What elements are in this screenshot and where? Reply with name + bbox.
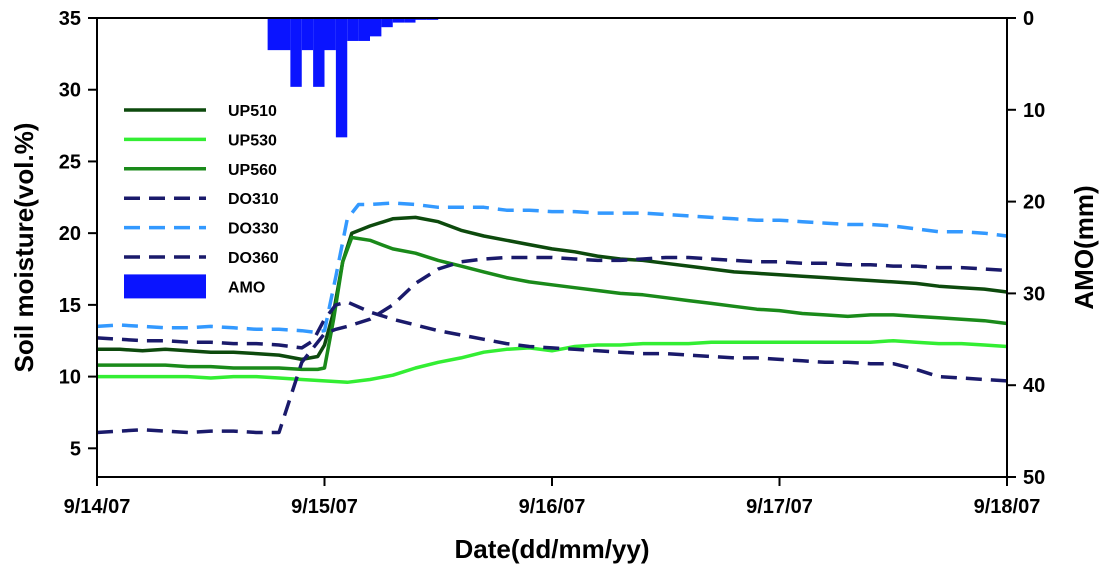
legend-label-up510: UP510	[228, 103, 277, 120]
legend-label-do360: DO360	[228, 250, 279, 267]
x-tick-label: 9/14/07	[64, 496, 131, 518]
series-line-do360	[96, 255, 1008, 435]
y2-tick-label: 0	[1023, 8, 1034, 30]
y2-tick-label: 30	[1023, 283, 1045, 305]
axes: 5 10 15 20 25 30 35 0 10 20 30 40 50 9/14/07 9/15/07 9/…	[59, 8, 1046, 518]
amo-bar	[290, 18, 302, 87]
amo-bar	[347, 18, 359, 41]
amo-bar	[358, 18, 370, 41]
y2-tick-label: 40	[1023, 375, 1045, 397]
legend-label-do310: DO310	[228, 191, 279, 208]
legend-swatch-amo	[124, 274, 206, 299]
y-tick-label: 5	[70, 438, 81, 460]
legend: UP510 UP530 UP560 DO310 DO330 DO360 AMO	[124, 103, 279, 299]
x-tick-label: 9/16/07	[519, 496, 586, 518]
x-tick-label: 9/15/07	[291, 496, 358, 518]
amo-bars	[267, 18, 439, 138]
series-line-do310	[96, 300, 1008, 383]
y2-tick-label: 20	[1023, 192, 1045, 214]
legend-label-up530: UP530	[228, 132, 277, 149]
y-tick-label: 10	[59, 367, 81, 389]
y-tick-label: 35	[59, 8, 81, 30]
legend-label-up560: UP560	[228, 162, 277, 179]
amo-bar	[313, 18, 325, 87]
amo-bar	[301, 18, 314, 51]
y-tick-label: 20	[59, 223, 81, 245]
y-tick-label: 25	[59, 151, 81, 173]
y-tick-label: 15	[59, 295, 81, 317]
y2-tick-label: 50	[1023, 467, 1045, 489]
series-line-up510	[97, 215, 1008, 362]
y-axis-title: Soil moisture(vol.%)	[9, 123, 39, 373]
amo-bar	[392, 18, 405, 23]
legend-label-do330: DO330	[228, 221, 279, 238]
amo-bar	[370, 18, 382, 37]
x-tick-label: 9/18/07	[974, 496, 1041, 518]
amo-bar	[404, 18, 416, 23]
amo-bar	[324, 18, 336, 51]
series-line-up530	[97, 338, 1008, 385]
amo-bar	[279, 18, 291, 51]
amo-bar	[267, 18, 279, 51]
series-line-up560	[97, 235, 1008, 372]
amo-bar	[381, 18, 393, 28]
y2-tick-label: 10	[1023, 100, 1045, 122]
y-tick-label: 30	[59, 80, 81, 102]
series-line-do330	[96, 201, 1008, 334]
x-tick-label: 9/17/07	[746, 496, 813, 518]
y2-axis-title: AMO(mm)	[1069, 185, 1099, 309]
x-axis-title: Date(dd/mm/yy)	[454, 534, 649, 564]
legend-label-amo: AMO	[228, 279, 265, 296]
amo-bar	[335, 18, 348, 138]
series-lines	[96, 201, 1008, 435]
